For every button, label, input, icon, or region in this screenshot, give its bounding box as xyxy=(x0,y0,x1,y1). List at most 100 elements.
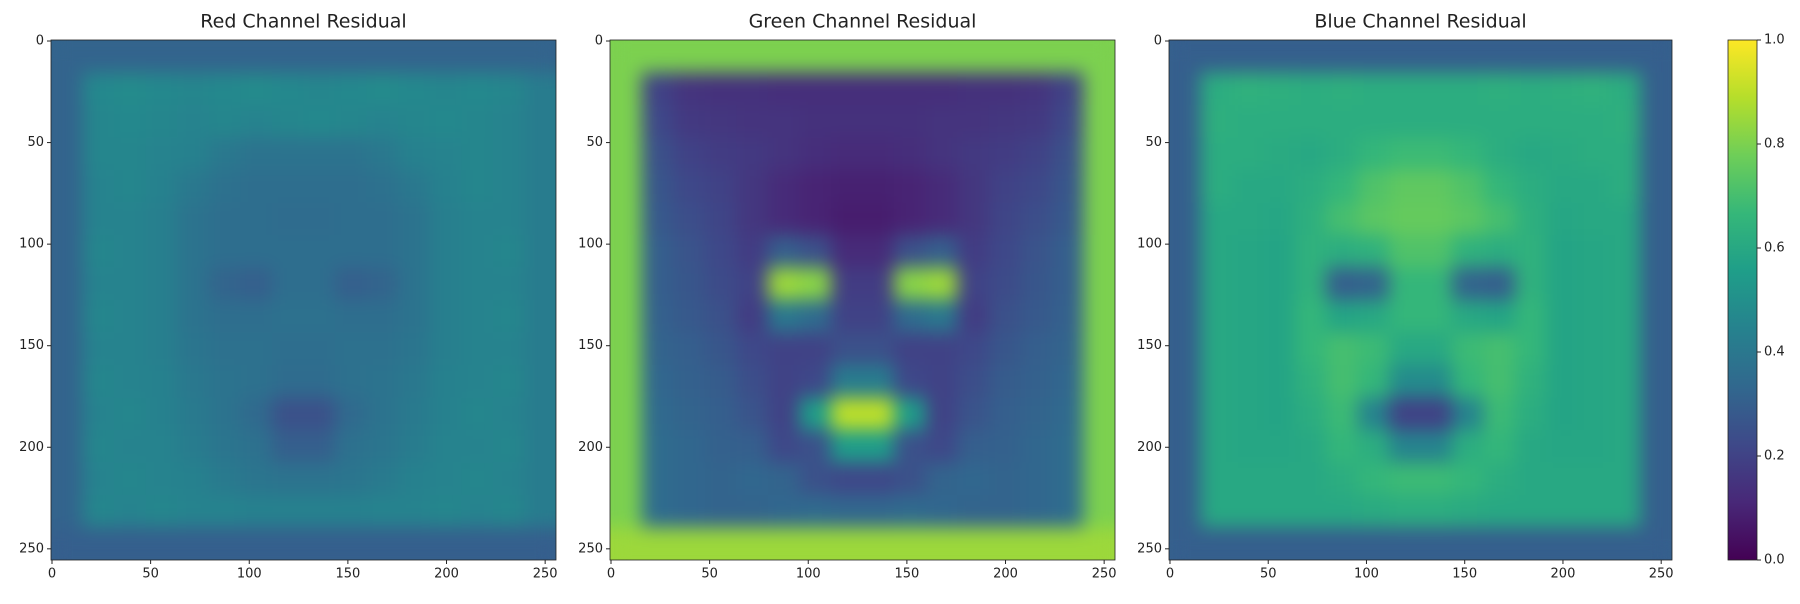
heatmap-cell xyxy=(1231,40,1264,73)
heatmap-cell xyxy=(1294,495,1327,528)
heatmap-cell xyxy=(271,300,304,333)
heatmap-cell xyxy=(82,527,115,560)
heatmap-cell xyxy=(988,72,1021,106)
heatmap-cell xyxy=(1083,267,1115,301)
heatmap-cell xyxy=(114,105,147,138)
heatmap-cell xyxy=(1420,72,1453,106)
heatmap-cell xyxy=(82,170,115,203)
heatmap-cell xyxy=(1169,365,1201,398)
heatmap-cell xyxy=(957,40,990,73)
heatmap-cell xyxy=(1357,365,1390,398)
heatmap-cell xyxy=(1389,72,1421,106)
heatmap-cell xyxy=(114,72,147,106)
heatmap-cell xyxy=(1051,527,1084,560)
heatmap-cell xyxy=(641,430,674,463)
heatmap-cell xyxy=(398,235,431,268)
heatmap-cell xyxy=(1020,397,1053,431)
heatmap-cell xyxy=(271,430,304,463)
heatmap-cell xyxy=(335,430,368,463)
heatmap-cell xyxy=(1389,202,1421,236)
heatmap-cell xyxy=(1020,300,1053,333)
heatmap-cell xyxy=(1483,170,1516,203)
heatmap-cell xyxy=(673,137,706,171)
heatmap-cell xyxy=(862,397,895,431)
heatmap-cell xyxy=(1546,235,1579,268)
heatmap-cell xyxy=(524,202,556,236)
heatmap-cell xyxy=(830,202,863,236)
heatmap-cell xyxy=(145,170,178,203)
heatmap-cell xyxy=(492,527,525,560)
heatmap-cell xyxy=(366,40,399,73)
heatmap-cell xyxy=(610,495,643,528)
heatmap-cell xyxy=(398,105,431,138)
heatmap-cell xyxy=(767,170,800,203)
heatmap-cell xyxy=(830,397,863,431)
heatmap-cell xyxy=(1546,72,1579,106)
heatmap-cell xyxy=(799,430,832,463)
heatmap-cell xyxy=(704,72,737,106)
heatmap-cell xyxy=(1051,105,1084,138)
heatmap-cell xyxy=(1200,105,1233,138)
heatmap-cell xyxy=(1020,332,1053,366)
heatmap-cell xyxy=(1200,300,1233,333)
heatmap-cell xyxy=(673,527,706,560)
heatmap-cell xyxy=(957,430,990,463)
heatmap-cell xyxy=(429,300,462,333)
heatmap-cell xyxy=(240,365,273,398)
heatmap-cell xyxy=(610,332,643,366)
heatmap-cell xyxy=(704,462,737,496)
heatmap-cell xyxy=(1051,235,1084,268)
heatmap-cell xyxy=(988,462,1021,496)
heatmap-cell xyxy=(704,430,737,463)
heatmap-cell xyxy=(51,137,84,171)
heatmap-cell xyxy=(704,202,737,236)
heatmap-cell xyxy=(1640,332,1672,366)
heatmap-cell xyxy=(1389,170,1421,203)
x-tick-label: 0 xyxy=(48,567,56,582)
heatmap-cell xyxy=(1577,235,1610,268)
heatmap-cell xyxy=(1083,170,1115,203)
heatmap-cell xyxy=(862,527,895,560)
heatmap-cell xyxy=(1326,527,1359,560)
heatmap-cell xyxy=(1326,495,1359,528)
heatmap-cell xyxy=(641,267,674,301)
heatmap-cell xyxy=(988,332,1021,366)
heatmap-cell xyxy=(398,40,431,73)
y-tick-label: 150 xyxy=(578,338,603,353)
colorbar-tick-label: 0.0 xyxy=(1764,553,1785,568)
heatmap-cell xyxy=(398,495,431,528)
heatmap-cell xyxy=(1609,105,1642,138)
heatmap-cell xyxy=(799,527,832,560)
heatmap-cell xyxy=(1546,397,1579,431)
heatmap-cell xyxy=(641,137,674,171)
y-tick-label: 0 xyxy=(36,34,44,49)
heatmap-cell xyxy=(1451,105,1484,138)
heatmap-cell xyxy=(461,40,494,73)
heatmap-cell xyxy=(335,527,368,560)
heatmap-cell xyxy=(925,137,958,171)
heatmap-cell xyxy=(271,365,304,398)
heatmap-cell xyxy=(492,300,525,333)
heatmap-cell xyxy=(1640,365,1672,398)
heatmap-cell xyxy=(610,300,643,333)
heatmap-cell xyxy=(1357,462,1390,496)
heatmap-cell xyxy=(1200,137,1233,171)
heatmap-cell xyxy=(1483,72,1516,106)
heatmap-cell xyxy=(1609,495,1642,528)
x-tick-label: 200 xyxy=(1551,567,1576,582)
colorbar-tick-label: 0.6 xyxy=(1764,241,1785,256)
heatmap-cell xyxy=(303,462,336,496)
heatmap-cell xyxy=(1231,495,1264,528)
y-tick-label: 100 xyxy=(19,237,44,252)
heatmap-cell xyxy=(767,267,800,301)
heatmap-cell xyxy=(1200,397,1233,431)
heatmap-cell xyxy=(524,527,556,560)
heatmap-cell xyxy=(1083,462,1115,496)
heatmap-cell xyxy=(1020,267,1053,301)
heatmap-cell xyxy=(704,365,737,398)
heatmap-cell xyxy=(1389,235,1421,268)
heatmap-cell xyxy=(429,397,462,431)
heatmap-cell xyxy=(673,430,706,463)
heatmap-cell xyxy=(799,72,832,106)
heatmap-cell xyxy=(767,365,800,398)
